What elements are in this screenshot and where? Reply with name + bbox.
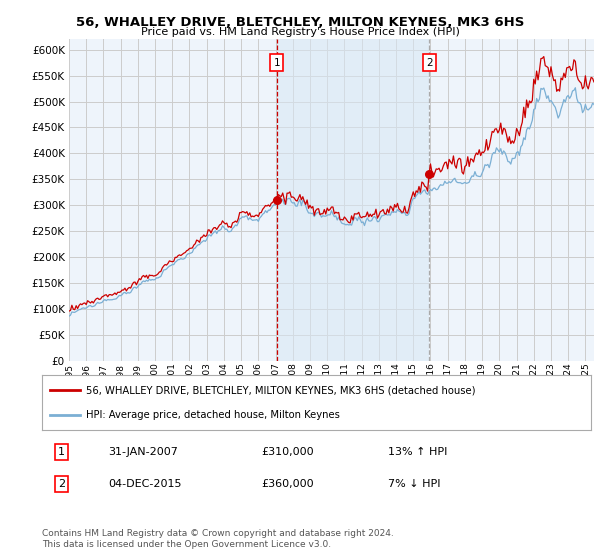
Text: 1: 1	[58, 447, 65, 457]
Text: £310,000: £310,000	[262, 447, 314, 457]
Text: 04-DEC-2015: 04-DEC-2015	[108, 479, 181, 489]
Text: £360,000: £360,000	[262, 479, 314, 489]
Text: 13% ↑ HPI: 13% ↑ HPI	[388, 447, 447, 457]
Text: Contains HM Land Registry data © Crown copyright and database right 2024.
This d: Contains HM Land Registry data © Crown c…	[42, 529, 394, 549]
Text: 2: 2	[426, 58, 433, 68]
Text: 2: 2	[58, 479, 65, 489]
Text: Price paid vs. HM Land Registry's House Price Index (HPI): Price paid vs. HM Land Registry's House …	[140, 27, 460, 37]
Text: 56, WHALLEY DRIVE, BLETCHLEY, MILTON KEYNES, MK3 6HS (detached house): 56, WHALLEY DRIVE, BLETCHLEY, MILTON KEY…	[86, 385, 475, 395]
Text: 7% ↓ HPI: 7% ↓ HPI	[388, 479, 440, 489]
Text: 56, WHALLEY DRIVE, BLETCHLEY, MILTON KEYNES, MK3 6HS: 56, WHALLEY DRIVE, BLETCHLEY, MILTON KEY…	[76, 16, 524, 29]
Bar	[277, 39, 429, 361]
Text: 1: 1	[274, 58, 280, 68]
Text: 31-JAN-2007: 31-JAN-2007	[108, 447, 178, 457]
Text: HPI: Average price, detached house, Milton Keynes: HPI: Average price, detached house, Milt…	[86, 410, 340, 420]
